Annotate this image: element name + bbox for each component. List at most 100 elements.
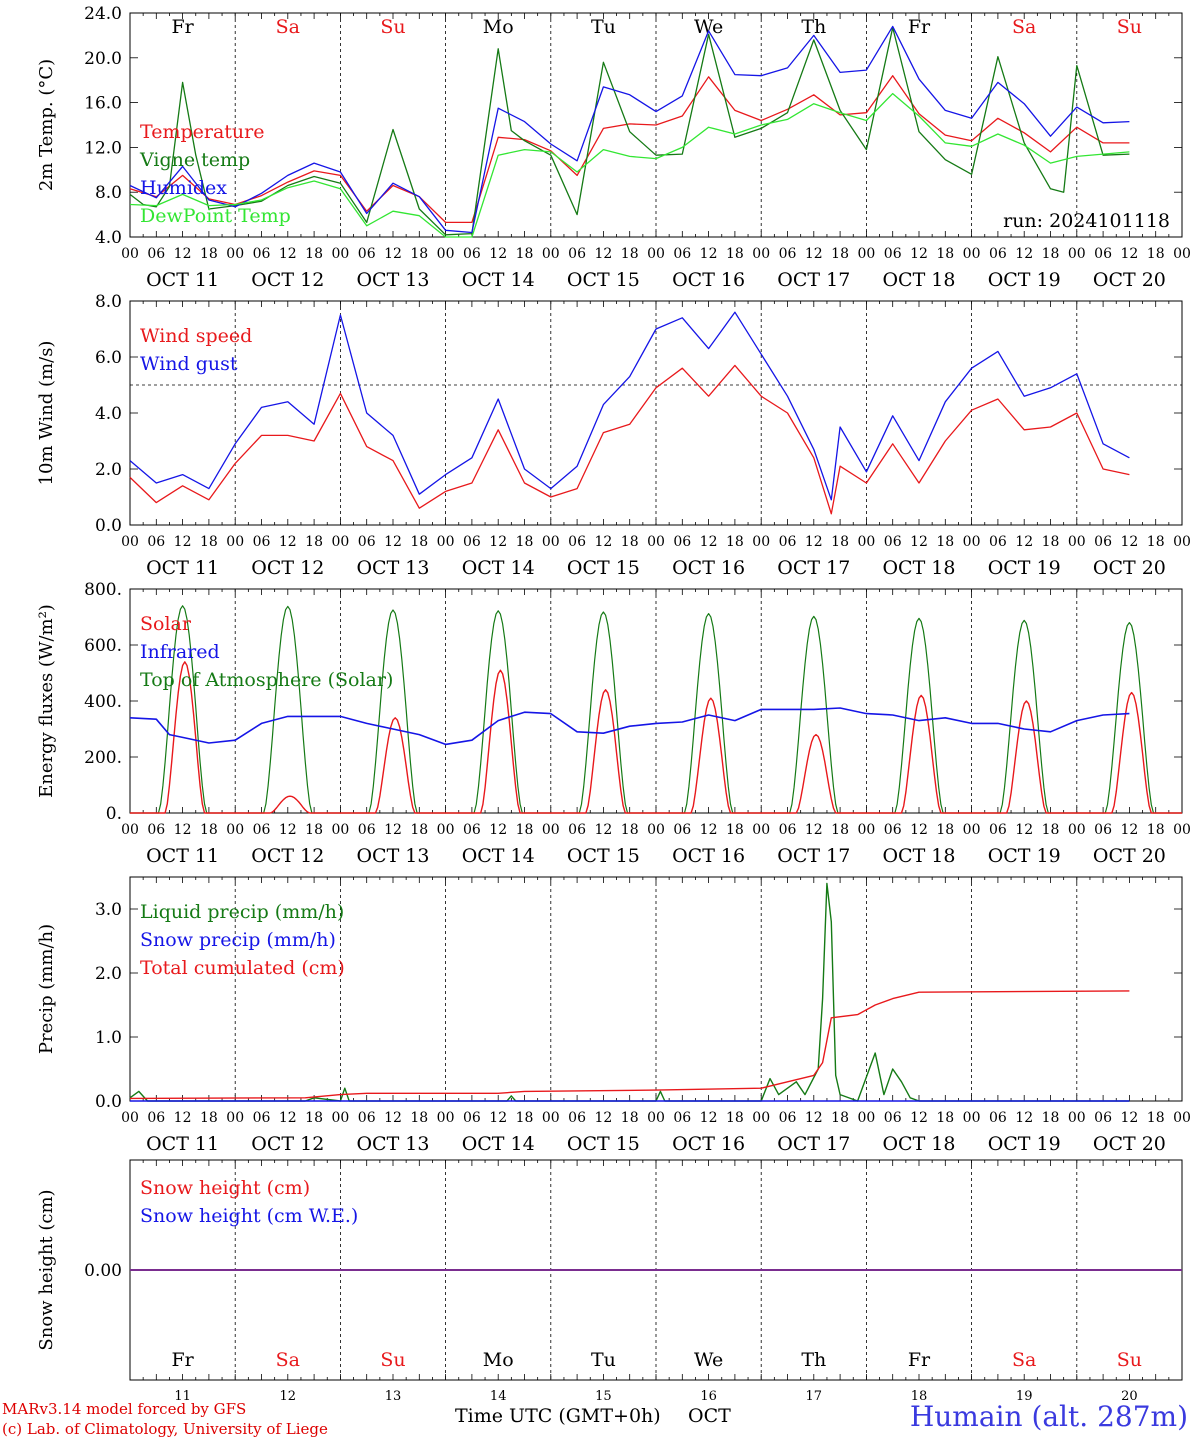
- precip-chart-hour-label: 18: [305, 1110, 323, 1126]
- temp-chart-hour-label: 12: [1120, 246, 1138, 262]
- precip-chart-ytick-label: 1.0: [95, 1028, 122, 1048]
- temp-chart-run-label: run: 2024101118: [1003, 210, 1170, 232]
- temp-chart-day-label: Fr: [171, 16, 194, 38]
- wind-chart-hour-label: 06: [884, 534, 902, 550]
- precip-chart-date-label: OCT 19: [988, 1133, 1061, 1155]
- snow-chart-day-label: Su: [380, 1349, 405, 1371]
- flux-chart-hour-label: 00: [331, 822, 349, 838]
- temp-chart-hour-label: 00: [226, 246, 244, 262]
- temp-chart-day-label: Mo: [483, 16, 514, 38]
- precip-chart-frame: [129, 876, 1183, 1102]
- temp-chart-date-label: OCT 11: [146, 269, 219, 291]
- temp-chart-ytick-label: 4.0: [95, 228, 122, 248]
- flux-chart-hour-label: 12: [910, 822, 928, 838]
- flux-chart-hour-label: 06: [884, 822, 902, 838]
- snow-chart-day-label: Th: [801, 1349, 826, 1371]
- wind-chart-hour-label: 12: [594, 534, 612, 550]
- temp-chart-hour-label: 06: [989, 246, 1007, 262]
- precip-chart-date-label: OCT 20: [1093, 1133, 1166, 1155]
- precip-chart-hour-label: 06: [884, 1110, 902, 1126]
- temp-chart-series-temperature: [129, 75, 1130, 224]
- wind-chart-hour-label: 12: [279, 534, 297, 550]
- temp-chart-legend-item: Humidex: [140, 177, 227, 199]
- snow-chart-day-label: Sa: [276, 1349, 300, 1371]
- precip-chart-hour-label: 18: [1042, 1110, 1060, 1126]
- temp-chart-hour-label: 12: [1015, 246, 1033, 262]
- flux-chart-hour-label: 12: [700, 822, 718, 838]
- precip-chart-hour-label: 00: [542, 1110, 560, 1126]
- wind-chart-hour-label: 06: [147, 534, 165, 550]
- precip-chart-hour-label: 00: [437, 1110, 455, 1126]
- flux-chart-hour-label: 06: [253, 822, 271, 838]
- flux-chart-ytick-label: 200.: [84, 748, 122, 768]
- temp-chart-day-label: Sa: [1012, 16, 1036, 38]
- temp-chart-ytick-label: 12.0: [84, 138, 122, 158]
- snow-chart-ytick-label: 0.00: [84, 1261, 122, 1281]
- temp-chart-hour-label: 18: [621, 246, 639, 262]
- wind-chart-hour-label: 00: [857, 534, 875, 550]
- temp-chart-hour-label: 00: [331, 246, 349, 262]
- wind-chart-hour-label: 12: [384, 534, 402, 550]
- precip-chart-legend-item: Total cumulated (cm): [140, 957, 345, 979]
- wind-chart-date-label: OCT 20: [1093, 557, 1166, 579]
- wind-chart-hour-label: 06: [463, 534, 481, 550]
- flux-chart-hour-label: 12: [805, 822, 823, 838]
- precip-chart-hour-label: 18: [831, 1110, 849, 1126]
- temp-chart-legend-item: Temperature: [140, 121, 264, 143]
- wind-chart-hour-label: 18: [305, 534, 323, 550]
- snow-chart-day-number: 16: [700, 1389, 717, 1404]
- flux-chart-legend-item: Solar: [140, 613, 192, 635]
- temp-chart-hour-label: 00: [963, 246, 981, 262]
- wind-chart-series-wind-gust: [129, 311, 1130, 501]
- flux-chart-hour-label: 18: [1147, 822, 1165, 838]
- snow-chart-day-number: 12: [280, 1389, 297, 1404]
- wind-chart-hour-label: 12: [910, 534, 928, 550]
- precip-chart-date-label: OCT 13: [356, 1133, 429, 1155]
- wind-chart-date-label: OCT 14: [462, 557, 535, 579]
- wind-chart-date-label: OCT 19: [988, 557, 1061, 579]
- precip-chart-hour-label: 06: [253, 1110, 271, 1126]
- precip-chart-date-label: OCT 16: [672, 1133, 745, 1155]
- snow-chart-day-label: Mo: [483, 1349, 514, 1371]
- flux-chart-hour-label: 06: [358, 822, 376, 838]
- month-label: OCT: [688, 1405, 731, 1427]
- flux-chart-hour-label: 12: [489, 822, 507, 838]
- flux-chart-date-label: OCT 19: [988, 845, 1061, 867]
- snow-chart-day-number: 17: [806, 1389, 823, 1404]
- wind-chart-hour-label: 00: [752, 534, 770, 550]
- precip-chart-hour-label: 18: [936, 1110, 954, 1126]
- snow-chart-day-number: 11: [174, 1389, 191, 1404]
- wind-chart-ytick-label: 2.0: [95, 460, 122, 480]
- precip-chart-hour-label: 18: [516, 1110, 534, 1126]
- precip-chart-hour-label: 06: [463, 1110, 481, 1126]
- precip-chart-date-label: OCT 14: [462, 1133, 535, 1155]
- flux-chart-hour-label: 12: [384, 822, 402, 838]
- flux-chart-ytick-label: 800.: [84, 580, 122, 600]
- wind-chart-hour-label: 12: [700, 534, 718, 550]
- precip-chart-hour-label: 00: [331, 1110, 349, 1126]
- temp-chart-hour-label: 00: [437, 246, 455, 262]
- wind-chart-hour-label: 00: [963, 534, 981, 550]
- flux-chart-hour-label: 00: [226, 822, 244, 838]
- flux-chart-ytick-label: 600.: [84, 636, 122, 656]
- wind-chart-ytick-label: 4.0: [95, 404, 122, 424]
- temp-chart-date-label: OCT 17: [777, 269, 850, 291]
- wind-chart-date-label: OCT 12: [251, 557, 324, 579]
- wind-chart-hour-label: 06: [358, 534, 376, 550]
- flux-chart-hour-label: 00: [437, 822, 455, 838]
- precip-chart-hour-label: 06: [673, 1110, 691, 1126]
- temp-chart-hour-label: 06: [358, 246, 376, 262]
- temp-chart-hour-label: 00: [647, 246, 665, 262]
- flux-chart-hour-label: 06: [147, 822, 165, 838]
- precip-chart-hour-label: 06: [568, 1110, 586, 1126]
- precip-chart-hour-label: 18: [1147, 1110, 1165, 1126]
- temp-chart-date-label: OCT 19: [988, 269, 1061, 291]
- snow-chart-day-label: Tu: [591, 1349, 616, 1371]
- temp-chart-day-label: Th: [801, 16, 826, 38]
- precip-chart-legend-item: Liquid precip (mm/h): [140, 901, 344, 923]
- wind-chart-hour-label: 18: [726, 534, 744, 550]
- temp-chart-hour-label: 12: [384, 246, 402, 262]
- precip-chart-date-label: OCT 12: [251, 1133, 324, 1155]
- precip-chart-hour-label: 12: [489, 1110, 507, 1126]
- precip-chart-date-label: OCT 17: [777, 1133, 850, 1155]
